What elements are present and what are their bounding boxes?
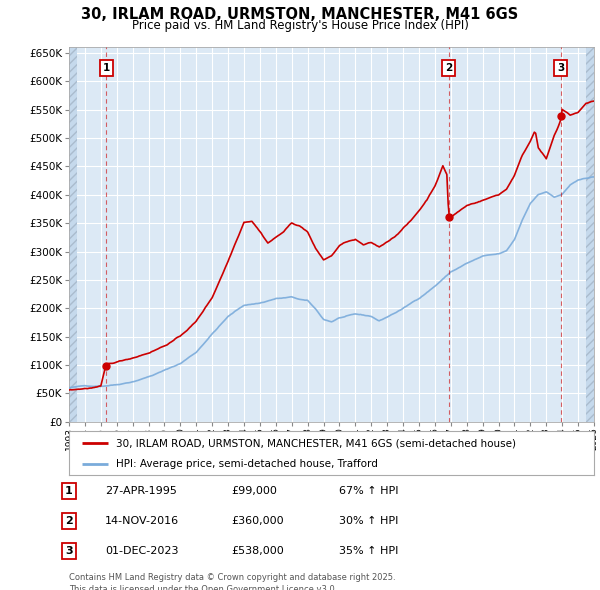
Text: 2: 2 — [445, 63, 452, 73]
Bar — [586, 47, 600, 422]
Text: 1: 1 — [103, 63, 110, 73]
Text: 3: 3 — [65, 546, 73, 556]
Text: 01-DEC-2023: 01-DEC-2023 — [105, 546, 179, 556]
Text: 30, IRLAM ROAD, URMSTON, MANCHESTER, M41 6GS (semi-detached house): 30, IRLAM ROAD, URMSTON, MANCHESTER, M41… — [116, 438, 516, 448]
Text: HPI: Average price, semi-detached house, Trafford: HPI: Average price, semi-detached house,… — [116, 459, 378, 469]
Bar — [69, 47, 77, 422]
Text: 2: 2 — [65, 516, 73, 526]
Text: Contains HM Land Registry data © Crown copyright and database right 2025.
This d: Contains HM Land Registry data © Crown c… — [69, 573, 395, 590]
Text: £99,000: £99,000 — [231, 486, 277, 496]
Text: 14-NOV-2016: 14-NOV-2016 — [105, 516, 179, 526]
Text: 1: 1 — [65, 486, 73, 496]
Text: £538,000: £538,000 — [231, 546, 284, 556]
Text: 35% ↑ HPI: 35% ↑ HPI — [339, 546, 398, 556]
Text: 30, IRLAM ROAD, URMSTON, MANCHESTER, M41 6GS: 30, IRLAM ROAD, URMSTON, MANCHESTER, M41… — [82, 7, 518, 22]
Text: 30% ↑ HPI: 30% ↑ HPI — [339, 516, 398, 526]
Text: 3: 3 — [557, 63, 565, 73]
Text: Price paid vs. HM Land Registry's House Price Index (HPI): Price paid vs. HM Land Registry's House … — [131, 19, 469, 32]
Text: £360,000: £360,000 — [231, 516, 284, 526]
Text: 27-APR-1995: 27-APR-1995 — [105, 486, 177, 496]
Text: 67% ↑ HPI: 67% ↑ HPI — [339, 486, 398, 496]
